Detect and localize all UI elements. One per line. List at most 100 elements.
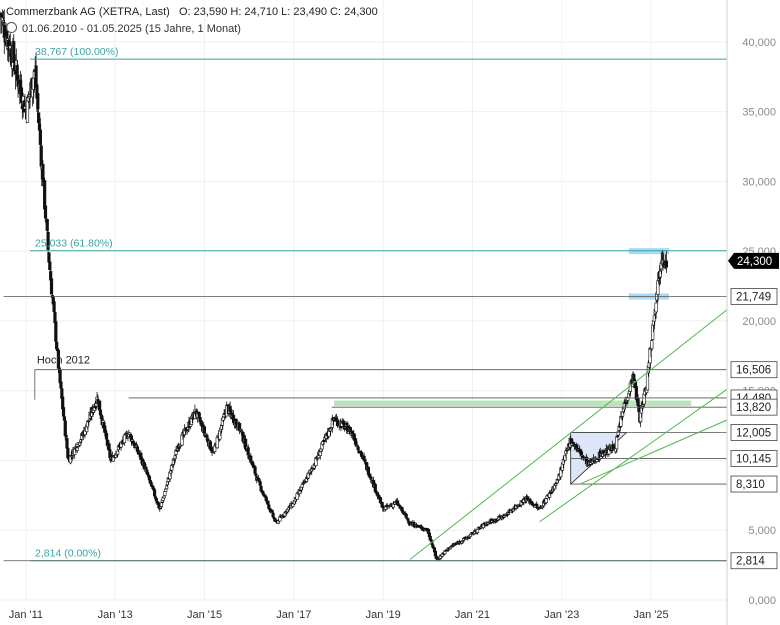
candle-body <box>169 470 173 474</box>
candle-body <box>373 483 377 492</box>
candle-body <box>362 455 366 460</box>
candle-body <box>258 481 262 486</box>
candle-body <box>12 41 16 63</box>
candle-body <box>342 422 346 430</box>
date-range: 01.06.2010 - 01.05.2025 (15 Jahre, 1 Mon… <box>6 22 241 35</box>
candle-body <box>146 474 151 477</box>
candle-body <box>664 260 669 268</box>
candle-body <box>154 497 158 502</box>
candle-body <box>356 446 360 451</box>
level-tag <box>730 288 778 305</box>
candle-body <box>270 510 274 513</box>
candle-body <box>352 433 356 439</box>
candle-body <box>658 270 662 278</box>
x-tick-label: Jan '19 <box>366 609 401 621</box>
candle-body <box>172 459 176 461</box>
level-tag-label: 10,145 <box>736 453 771 465</box>
candle-body <box>61 407 66 417</box>
y-tick-label: 25,000 <box>742 246 776 258</box>
candle-body <box>104 430 108 433</box>
candle-body <box>363 459 367 462</box>
candle-body <box>353 438 358 445</box>
candle-body <box>266 500 270 505</box>
trendline <box>409 309 728 560</box>
candle-body <box>62 416 67 421</box>
x-tick-label: Jan '25 <box>634 609 669 621</box>
trendline <box>539 388 728 523</box>
candle-body <box>158 506 163 509</box>
candle-body <box>173 455 177 459</box>
candle-body <box>150 484 154 487</box>
candle-body <box>625 400 629 403</box>
candle-body <box>535 503 539 507</box>
candle-body <box>64 434 68 438</box>
candle-body <box>27 96 31 99</box>
fib-label: 38,767 (100.00%) <box>35 46 118 58</box>
candle-body <box>246 447 250 456</box>
candle-body <box>650 340 654 349</box>
candle-body <box>321 441 325 445</box>
candle-body <box>1 20 6 23</box>
y-tick-label: 0,000 <box>748 595 776 607</box>
candle-body <box>433 550 437 557</box>
level-tag-label: 21,749 <box>736 292 771 304</box>
level-tag-label: 13,820 <box>736 402 771 414</box>
y-tick-label: 40,000 <box>742 37 776 49</box>
level-tag <box>730 424 778 441</box>
candle-body <box>383 506 388 510</box>
candle-body <box>620 416 624 419</box>
candle-body <box>37 112 41 124</box>
candle-body <box>254 473 258 476</box>
candle-body <box>656 280 660 295</box>
candle-body <box>186 427 190 430</box>
candle-body <box>131 440 135 444</box>
candle-body <box>259 486 263 492</box>
candle-body <box>203 433 207 436</box>
candle-body <box>19 87 24 103</box>
candle-body <box>300 484 304 488</box>
last-price-label: 24,300 <box>737 256 772 268</box>
candle-body <box>79 433 84 440</box>
candle-body <box>43 205 48 219</box>
candle-body <box>54 321 58 342</box>
candle-body <box>155 501 159 504</box>
level-tag <box>730 552 778 570</box>
candle-body <box>15 65 19 75</box>
candle-body <box>45 219 49 231</box>
candle-body <box>52 301 56 313</box>
drawing-zones <box>334 248 692 485</box>
y-tick-label: 5,000 <box>748 525 776 537</box>
x-tick-label: Jan '11 <box>9 609 43 621</box>
candle-body <box>75 447 79 451</box>
clock-icon <box>6 22 17 33</box>
level-tag-label: 2,814 <box>736 556 765 568</box>
date-range-text: 01.06.2010 - 01.05.2025 (15 Jahre, 1 Mon… <box>22 23 241 35</box>
candle-body <box>205 435 209 438</box>
level-tag-label: 16,506 <box>736 365 771 377</box>
candle-body <box>98 409 103 416</box>
candle-body <box>407 520 411 524</box>
candle-body <box>46 231 50 250</box>
ohlc-readout: O: 23,590 H: 24,710 L: 23,490 C: 24,300 <box>179 6 378 18</box>
candle-body <box>145 469 149 474</box>
gridlines <box>0 0 727 601</box>
candle-body <box>563 454 567 461</box>
candle-body <box>108 449 112 459</box>
candle-body <box>48 261 52 270</box>
candle-body <box>189 415 194 425</box>
candle-body <box>79 439 83 443</box>
x-tick-label: Jan '23 <box>544 609 579 621</box>
candle-body <box>261 490 265 494</box>
candle-body <box>163 491 167 496</box>
chart-title: Commerzbank AG (XETRA, Last) O: 23,590 H… <box>6 6 378 18</box>
candle-body <box>420 526 424 530</box>
candle-body <box>171 458 176 465</box>
candle-body <box>38 129 42 145</box>
candle-body <box>264 496 268 501</box>
candle-body <box>365 462 369 470</box>
candle-body <box>225 404 230 407</box>
candle-body <box>78 442 82 446</box>
candle-body <box>375 492 379 495</box>
candle-body <box>241 432 245 442</box>
